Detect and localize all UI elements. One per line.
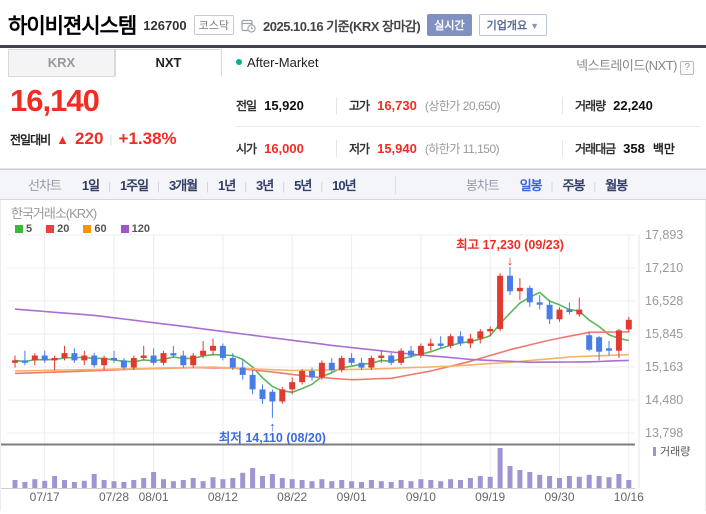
- stock-code: 126700: [143, 17, 187, 33]
- chevron-down-icon: ▼: [530, 21, 540, 31]
- after-market-toggle[interactable]: After-Market: [236, 55, 319, 70]
- current-price: 16,140: [10, 83, 100, 118]
- page-header: 하이비젼시스템 126700 코스닥 2025.10.16 기준(KRX 장마감…: [0, 0, 706, 48]
- change-percent: +1.38%: [118, 129, 177, 148]
- high-price-cell: 고가 16,730 (상한가 20,650): [336, 97, 562, 114]
- volume-bars: [12, 448, 632, 488]
- period-item-1년[interactable]: 1년: [217, 178, 236, 193]
- svg-text:거래량: 거래량: [660, 445, 690, 458]
- date-info: 2025.10.16 기준(KRX 장마감): [263, 18, 421, 34]
- svg-text:13,798: 13,798: [645, 426, 683, 440]
- help-icon[interactable]: ?: [680, 61, 694, 75]
- legend-ma-120: 120: [120, 223, 150, 235]
- trade-value-cell: 거래대금 358 백만: [562, 139, 700, 157]
- price-change-row: 전일대비 ▲ 220 | +1.38%: [10, 129, 177, 148]
- svg-text:16,528: 16,528: [645, 294, 683, 308]
- annotations: 최고 17,230 (09/23)↓ ↑최저 14,110 (08/20) 거래량: [219, 237, 691, 458]
- svg-text:15,845: 15,845: [645, 327, 683, 341]
- quote-section: KRX NXT After-Market 넥스트레이드(NXT)? 16,140…: [0, 45, 706, 169]
- svg-text:15,163: 15,163: [645, 360, 683, 374]
- svg-text:09/30: 09/30: [544, 490, 574, 504]
- nextrade-label: 넥스트레이드(NXT)?: [576, 55, 694, 75]
- svg-text:07/28: 07/28: [99, 490, 129, 504]
- header-divider: [0, 45, 706, 48]
- calendar-clock-icon: [241, 18, 256, 33]
- candles: [12, 267, 632, 418]
- period-item-3년[interactable]: 3년: [256, 178, 274, 193]
- legend-ma-5: 5: [15, 223, 32, 235]
- svg-text:17,893: 17,893: [645, 228, 683, 242]
- svg-text:최고 17,230 (09/23): 최고 17,230 (09/23): [456, 237, 564, 252]
- tab-krx[interactable]: KRX: [8, 49, 115, 77]
- period-item-주봉[interactable]: 주봉: [562, 178, 585, 193]
- svg-text:08/22: 08/22: [277, 490, 307, 504]
- up-triangle-icon: ▲: [56, 131, 70, 147]
- company-overview-dropdown[interactable]: 기업개요 ▼: [478, 14, 548, 36]
- period-item-1일[interactable]: 1일: [81, 178, 100, 193]
- market-badge: 코스닥: [193, 15, 235, 35]
- period-item-일봉[interactable]: 일봉: [519, 178, 543, 193]
- svg-text:09/10: 09/10: [406, 490, 436, 504]
- tab-nxt[interactable]: NXT: [115, 49, 222, 77]
- volume-cell: 거래량 22,240: [562, 97, 700, 114]
- period-item-5년[interactable]: 5년: [294, 178, 312, 193]
- ma-legend: 5 20 60 120: [11, 223, 150, 235]
- svg-text:10/16: 10/16: [614, 490, 644, 504]
- period-item-3개월[interactable]: 3개월: [168, 178, 198, 193]
- period-item-월봉[interactable]: 월봉: [605, 178, 628, 193]
- open-price-cell: 시가 16,000: [236, 140, 304, 156]
- market-tabs: KRX NXT: [8, 49, 222, 77]
- period-item-10년[interactable]: 10년: [332, 178, 356, 193]
- legend-ma-20: 20: [46, 223, 69, 235]
- chart-section: 한국거래소(KRX) 5 20 60 120 17,893 17,210 16,528 15…: [0, 200, 706, 511]
- stock-title: 하이비젼시스템: [8, 15, 137, 38]
- svg-text:17,210: 17,210: [645, 261, 683, 275]
- svg-text:07/17: 07/17: [30, 490, 60, 504]
- svg-text:↑: ↑: [269, 419, 276, 434]
- green-dot-icon: [236, 59, 242, 65]
- legend-ma-60: 60: [83, 223, 107, 235]
- legend-swatch-icon: [83, 225, 92, 233]
- svg-text:09/19: 09/19: [475, 490, 505, 504]
- candle-chart-label: 봉차트: [465, 178, 500, 193]
- svg-text:08/12: 08/12: [208, 490, 238, 504]
- candlestick-chart: 17,893 17,210 16,528 15,845 15,163 14,480 13,7…: [1, 200, 705, 514]
- svg-text:08/01: 08/01: [139, 490, 169, 504]
- axis-labels: 17,893 17,210 16,528 15,845 15,163 14,480 13,7…: [30, 228, 684, 504]
- price-volume-svg: 17,893 17,210 16,528 15,845 15,163 14,480 13,7…: [1, 228, 691, 504]
- chart-source-label: 한국거래소(KRX): [11, 206, 97, 221]
- line-chart-group: 선차트 1일 | 1주일 | 3개월 | 1년 | 3년 | 5년 | 10년: [0, 175, 365, 194]
- svg-text:↓: ↓: [507, 253, 514, 268]
- realtime-button[interactable]: 실시간: [427, 14, 472, 36]
- quote-info-table: 전일 15,920 고가 16,730 (상한가 20,650) 거래량 22,240 …: [236, 85, 700, 169]
- legend-swatch-icon: [15, 225, 23, 233]
- low-price-cell: 저가 15,940 (하한가 11,150): [336, 139, 562, 157]
- candle-chart-group: 봉차트 일봉 | 주봉 | 월봉: [395, 175, 706, 194]
- change-value: 220: [75, 129, 104, 148]
- svg-text:09/01: 09/01: [337, 490, 367, 504]
- legend-swatch-icon: [46, 225, 55, 233]
- svg-text:최저 14,110 (08/20): 최저 14,110 (08/20): [219, 430, 326, 445]
- chart-period-toolbar: 선차트 1일 | 1주일 | 3개월 | 1년 | 3년 | 5년 | 10년 봉차트 일봉 | 주봉 | 월봉: [0, 169, 706, 200]
- period-item-1주일[interactable]: 1주일: [119, 178, 149, 193]
- legend-swatch-icon: [120, 225, 129, 233]
- svg-text:14,480: 14,480: [645, 393, 683, 407]
- line-chart-label: 선차트: [28, 178, 62, 193]
- prev-close-cell: 전일 15,920: [236, 98, 304, 113]
